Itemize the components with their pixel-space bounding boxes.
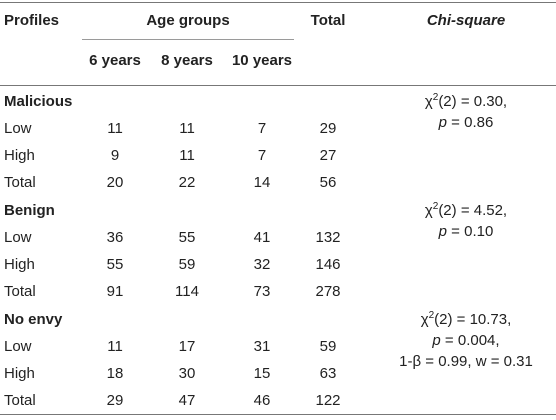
age-groups-underline: [82, 39, 294, 40]
cell-a8: 11: [179, 147, 195, 164]
effect-size-line: 1-β = 0.99, w = 0.31: [399, 353, 533, 370]
table-top-rule: [0, 2, 556, 3]
cell-a10: 46: [253, 392, 271, 409]
section-title: Benign: [4, 202, 55, 219]
cell-a6: 11: [107, 338, 123, 355]
chi-exponent: 2: [432, 201, 439, 212]
row-label: Low: [4, 338, 32, 355]
chi-symbol: χ: [424, 93, 433, 110]
chi-square-result: χ2(2) = 10.73, p = 0.004, 1-β = 0.99, w = …: [371, 309, 556, 372]
p-label: p: [432, 332, 441, 349]
p-value: = 0.10: [447, 223, 494, 240]
p-value-line: p = 0.004,: [371, 330, 556, 351]
cell-a8: 47: [178, 392, 196, 409]
chi-square-statistic: χ2(2) = 4.52,: [371, 200, 556, 221]
header-profiles: Profiles: [4, 12, 60, 29]
cell-a8: 22: [178, 174, 196, 191]
row-label: High: [4, 147, 35, 164]
chi-symbol: χ: [424, 202, 433, 219]
cell-a6: 55: [106, 256, 124, 273]
chi-square-result: χ2(2) = 4.52, p = 0.10: [371, 200, 556, 242]
section-title: Malicious: [4, 93, 73, 110]
cell-a10: 32: [253, 256, 271, 273]
cell-total: 132: [315, 229, 341, 246]
cell-total: 27: [319, 147, 337, 164]
p-value-line: p = 0.86: [371, 112, 556, 133]
cell-a8: 55: [178, 229, 196, 246]
p-label: p: [438, 223, 448, 240]
p-label: p: [438, 114, 448, 131]
cell-a6: 11: [107, 120, 123, 137]
cell-a6: 18: [106, 365, 124, 382]
cell-a10: 73: [253, 283, 271, 300]
cell-total: 122: [315, 392, 341, 409]
header-chi-square: Chi-square: [426, 12, 506, 29]
cell-a10: 15: [253, 365, 271, 382]
header-age-groups: Age groups: [146, 12, 230, 29]
chi-exponent: 2: [432, 92, 439, 103]
cell-a6: 36: [106, 229, 124, 246]
chi-symbol: χ: [420, 311, 429, 328]
chi-exponent: 2: [428, 310, 435, 321]
cell-a10: 7: [257, 120, 267, 137]
cell-a8: 30: [178, 365, 196, 382]
cell-a10: 41: [253, 229, 271, 246]
section-title: No envy: [4, 311, 63, 328]
p-value: = 0.86: [447, 114, 494, 131]
header-10-years: 10 years: [231, 52, 293, 69]
header-8-years: 8 years: [161, 52, 213, 69]
row-label: Total: [4, 174, 36, 191]
cell-total: 56: [319, 174, 337, 191]
row-label: Low: [4, 229, 32, 246]
p-value-line: p = 0.10: [371, 221, 556, 242]
header-total: Total: [310, 12, 346, 29]
row-label: High: [4, 365, 35, 382]
header-6-years: 6 years: [89, 52, 141, 69]
row-label: Total: [4, 283, 36, 300]
cell-a6: 29: [106, 392, 124, 409]
chi-square-statistic: χ2(2) = 10.73,: [371, 309, 556, 330]
cell-a10: 7: [257, 147, 267, 164]
p-value: = 0.004,: [440, 332, 500, 349]
cell-a8: 17: [178, 338, 196, 355]
header-bottom-rule: [0, 85, 556, 86]
cell-a6: 91: [106, 283, 124, 300]
cell-a10: 31: [253, 338, 271, 355]
chi-square-statistic: χ2(2) = 0.30,: [371, 91, 556, 112]
cell-total: 63: [319, 365, 337, 382]
cell-a8: 59: [178, 256, 196, 273]
cell-a10: 14: [253, 174, 271, 191]
cell-a8: 114: [175, 283, 199, 300]
row-label: Total: [4, 392, 36, 409]
cell-a8: 11: [179, 120, 195, 137]
cell-total: 29: [319, 120, 337, 137]
cell-a6: 9: [110, 147, 120, 164]
cell-a6: 20: [106, 174, 124, 191]
cell-total: 146: [315, 256, 341, 273]
row-label: High: [4, 256, 35, 273]
cell-total: 278: [315, 283, 341, 300]
chi-value: (2) = 10.73,: [434, 311, 512, 328]
table-bottom-rule: [0, 414, 556, 415]
chi-square-result: χ2(2) = 0.30, p = 0.86: [371, 91, 556, 133]
row-label: Low: [4, 120, 32, 137]
cell-total: 59: [319, 338, 337, 355]
chi-value: (2) = 4.52,: [438, 202, 508, 219]
chi-value: (2) = 0.30,: [438, 93, 508, 110]
